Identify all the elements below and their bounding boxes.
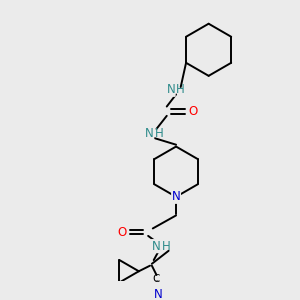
- Text: H: H: [176, 83, 185, 96]
- Text: C: C: [153, 274, 160, 284]
- Text: N: N: [145, 127, 154, 140]
- Text: N: N: [172, 190, 180, 203]
- Text: O: O: [188, 105, 197, 118]
- Text: O: O: [118, 226, 127, 239]
- Text: H: H: [155, 127, 164, 140]
- Text: N: N: [152, 240, 160, 253]
- Text: N: N: [154, 288, 163, 300]
- Text: H: H: [161, 240, 170, 253]
- Text: N: N: [167, 83, 175, 96]
